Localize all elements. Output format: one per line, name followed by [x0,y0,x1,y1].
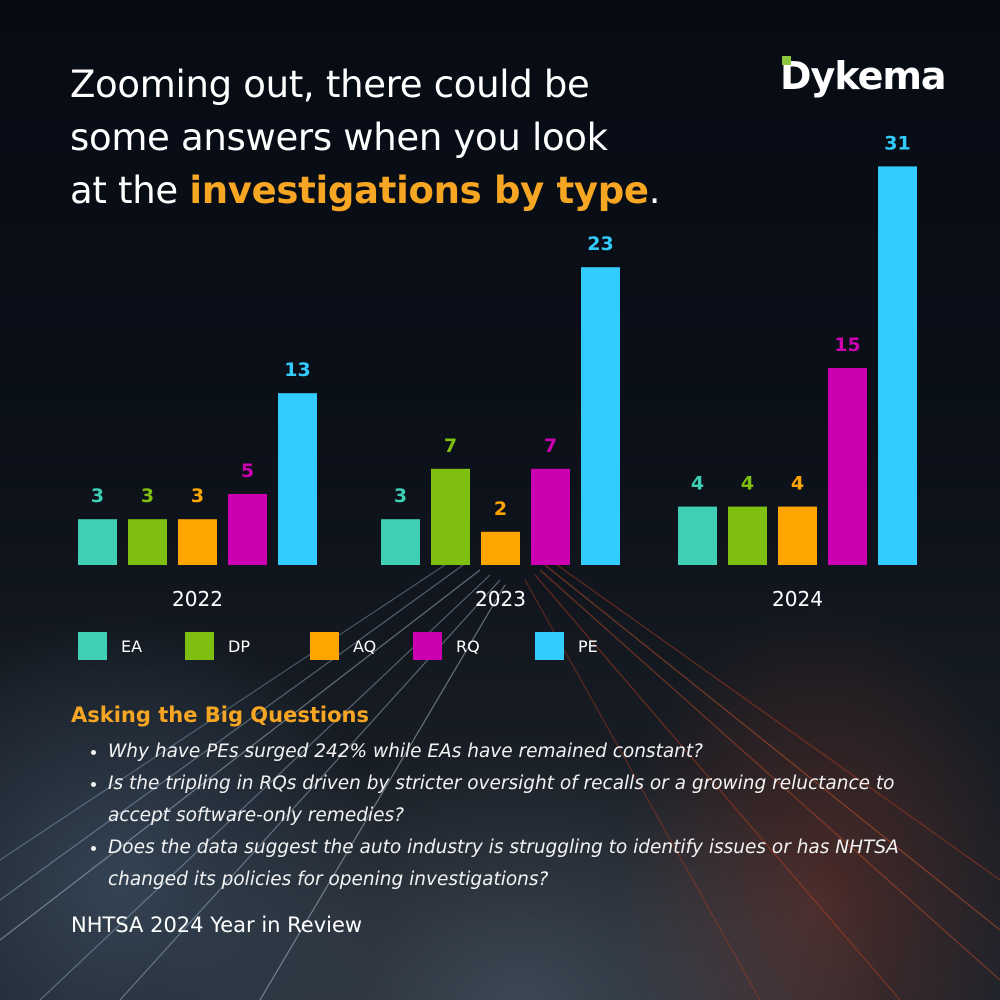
logo-square-icon [782,56,791,65]
legend-label-ea: EA [121,637,142,656]
headline: Zooming out, there could be some answers… [70,58,661,217]
data-label-ea-2024: 4 [691,473,704,495]
questions-list: Why have PEs surged 242% while EAs have … [88,736,908,896]
bar-rq-2024 [828,368,867,565]
data-label-aq-2023: 2 [494,498,507,520]
bar-dp-2023 [431,468,470,565]
headline-highlight: investigations by type [189,169,649,212]
data-label-pe-2024: 31 [884,132,910,154]
legend-label-dp: DP [228,637,250,656]
bar-pe-2023 [581,267,620,565]
data-label-dp-2023: 7 [444,435,457,457]
question-item: Why have PEs surged 242% while EAs have … [108,736,908,768]
data-label-ea-2022: 3 [91,485,104,507]
headline-line-3: at the investigations by type. [70,164,661,217]
bar-rq-2022 [228,494,267,565]
x-tick-label-2024: 2024 [772,587,823,611]
data-label-aq-2024: 4 [791,473,804,495]
bar-aq-2024 [778,506,817,565]
x-tick-label-2022: 2022 [172,587,223,611]
question-item: Is the tripling in RQs driven by stricte… [108,768,908,832]
data-label-ea-2023: 3 [394,485,407,507]
bar-dp-2024 [728,506,767,565]
legend-label-pe: PE [578,637,598,656]
bar-aq-2022 [178,519,217,565]
legend-swatch-aq [310,632,339,660]
bar-rq-2023 [531,468,570,565]
data-label-aq-2022: 3 [191,485,204,507]
bar-pe-2022 [278,393,317,565]
bar-pe-2024 [878,166,917,565]
headline-prefix: at the [70,169,190,212]
legend-swatch-dp [185,632,214,660]
bar-aq-2023 [481,531,520,565]
data-label-rq-2024: 15 [834,334,860,356]
bar-ea-2022 [78,519,117,565]
legend-swatch-pe [535,632,564,660]
data-label-pe-2022: 13 [284,359,310,381]
legend-swatch-ea [78,632,107,660]
data-label-dp-2022: 3 [141,485,154,507]
questions-heading: Asking the Big Questions [71,703,369,727]
data-label-dp-2024: 4 [741,473,754,495]
x-tick-label-2023: 2023 [475,587,526,611]
question-item: Does the data suggest the auto industry … [108,832,908,896]
logo-text: Dykema [780,54,947,98]
bar-ea-2024 [678,506,717,565]
footer-source: NHTSA 2024 Year in Review [71,913,363,937]
data-label-rq-2023: 7 [544,435,557,457]
legend-swatch-rq [413,632,442,660]
data-label-pe-2023: 23 [587,233,613,255]
bar-ea-2023 [381,519,420,565]
legend-label-aq: AQ [353,637,376,656]
dykema-logo: Dykema [780,54,947,98]
headline-line-1: Zooming out, there could be [70,63,590,106]
bar-chart: 3 3 3 5 13 2022 3 7 2 7 23 2023 4 4 4 15 31 2024 EA DP AQ RQ P… [78,132,917,660]
legend-label-rq: RQ [456,637,480,656]
bar-dp-2022 [128,519,167,565]
headline-line-2: some answers when you look [70,116,608,159]
headline-suffix: . [648,169,661,212]
data-label-rq-2022: 5 [241,460,254,482]
